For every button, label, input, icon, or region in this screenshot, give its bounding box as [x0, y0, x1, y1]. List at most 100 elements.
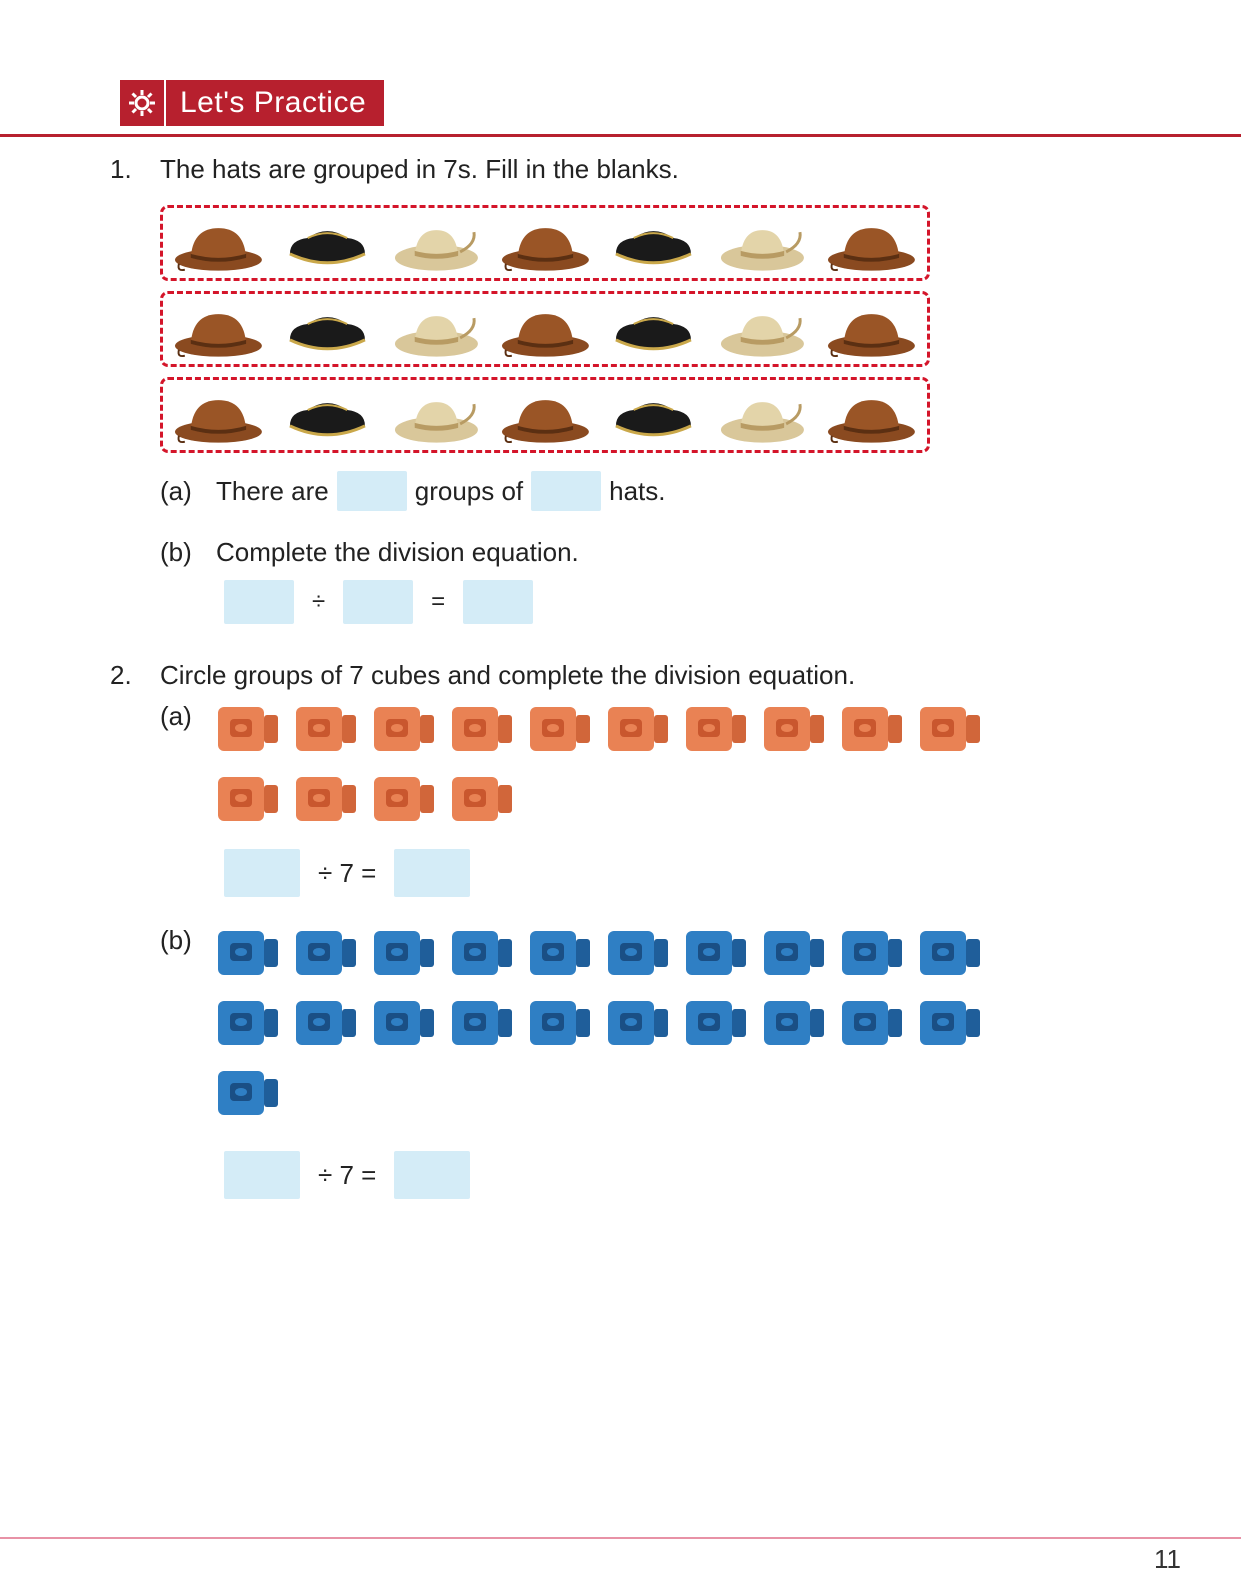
text: groups of — [415, 476, 523, 507]
hat-row — [160, 291, 930, 367]
tricorn-hat-icon — [282, 300, 373, 358]
question-prompt: Circle groups of 7 cubes and complete th… — [160, 660, 1131, 691]
q1b-equation: ÷ = — [216, 580, 1131, 624]
blue-cube-icon — [840, 995, 904, 1051]
tricorn-hat-icon — [608, 386, 699, 444]
orange-cube-icon — [762, 701, 826, 757]
blue-cube-icon — [450, 995, 514, 1051]
blank-input[interactable] — [337, 471, 407, 511]
q2-part-a: (a) ÷ 7 = — [160, 701, 1131, 897]
tricorn-hat-icon — [608, 214, 699, 272]
cowboy-hat-icon — [173, 214, 264, 272]
blank-input[interactable] — [224, 580, 294, 624]
safari-hat-icon — [391, 386, 482, 444]
blank-input[interactable] — [224, 849, 300, 897]
orange-cube-icon — [294, 701, 358, 757]
blank-input[interactable] — [224, 1151, 300, 1199]
blue-cube-icon — [528, 995, 592, 1051]
orange-cube-icon — [372, 701, 436, 757]
safari-hat-icon — [717, 386, 808, 444]
header-rule — [0, 134, 1241, 137]
blue-cube-icon — [372, 995, 436, 1051]
safari-hat-icon — [717, 300, 808, 358]
cowboy-hat-icon — [826, 214, 917, 272]
orange-cube-icon — [684, 701, 748, 757]
cowboy-hat-icon — [500, 300, 591, 358]
q2-part-b: (b) ÷ 7 = — [160, 925, 1131, 1199]
safari-hat-icon — [391, 214, 482, 272]
blue-cube-icon — [918, 925, 982, 981]
header-badge: Let's Practice — [120, 80, 384, 126]
cowboy-hat-icon — [826, 386, 917, 444]
blue-cube-icon — [528, 925, 592, 981]
blank-input[interactable] — [394, 1151, 470, 1199]
cowboy-hat-icon — [173, 300, 264, 358]
orange-cube-icon — [450, 701, 514, 757]
cowboy-hat-icon — [826, 300, 917, 358]
hat-groups — [160, 205, 1131, 453]
blue-cube-icon — [294, 995, 358, 1051]
q2b-equation: ÷ 7 = — [216, 1151, 1131, 1199]
orange-cube-icon — [450, 771, 514, 827]
part-label: (a) — [160, 476, 216, 507]
q1-part-b: (b) Complete the division equation. — [160, 537, 1131, 568]
orange-cube-icon — [216, 771, 280, 827]
blue-cube-icon — [216, 1065, 280, 1121]
text: There are — [216, 476, 329, 507]
orange-cube-icon — [606, 701, 670, 757]
tricorn-hat-icon — [282, 214, 373, 272]
part-label: (b) — [160, 925, 216, 1199]
blue-cube-icon — [606, 925, 670, 981]
blue-cube-icon — [684, 925, 748, 981]
question-number: 1. — [110, 154, 160, 624]
question-prompt: The hats are grouped in 7s. Fill in the … — [160, 154, 1131, 185]
orange-cube-icon — [216, 701, 280, 757]
blue-cube-icon — [450, 925, 514, 981]
blue-cube-icon — [762, 925, 826, 981]
cube-grid-a — [216, 701, 1036, 827]
tricorn-hat-icon — [608, 300, 699, 358]
question-2: 2. Circle groups of 7 cubes and complete… — [110, 660, 1131, 1199]
text: hats. — [609, 476, 665, 507]
worksheet-page: Let's Practice 1. The hats are grouped i… — [0, 0, 1241, 1595]
question-1: 1. The hats are grouped in 7s. Fill in t… — [110, 154, 1131, 624]
orange-cube-icon — [294, 771, 358, 827]
blank-input[interactable] — [531, 471, 601, 511]
safari-hat-icon — [391, 300, 482, 358]
orange-cube-icon — [918, 701, 982, 757]
blue-cube-icon — [294, 925, 358, 981]
blue-cube-icon — [762, 995, 826, 1051]
q2a-equation: ÷ 7 = — [216, 849, 1131, 897]
hat-row — [160, 205, 930, 281]
blue-cube-icon — [918, 995, 982, 1051]
cowboy-hat-icon — [173, 386, 264, 444]
part-label: (a) — [160, 701, 216, 897]
safari-hat-icon — [717, 214, 808, 272]
blank-input[interactable] — [394, 849, 470, 897]
cube-grid-b — [216, 925, 1036, 1121]
q1-part-a: (a) There are groups of hats. — [160, 471, 1131, 511]
question-number: 2. — [110, 660, 160, 1199]
header-title: Let's Practice — [166, 86, 366, 120]
blue-cube-icon — [840, 925, 904, 981]
gear-icon — [120, 80, 166, 126]
tricorn-hat-icon — [282, 386, 373, 444]
hat-row — [160, 377, 930, 453]
blue-cube-icon — [684, 995, 748, 1051]
orange-cube-icon — [840, 701, 904, 757]
blank-input[interactable] — [343, 580, 413, 624]
page-number: 11 — [1154, 1544, 1181, 1575]
cowboy-hat-icon — [500, 386, 591, 444]
blank-input[interactable] — [463, 580, 533, 624]
equals-op: = — [431, 588, 445, 616]
blue-cube-icon — [216, 995, 280, 1051]
equation-mid: ÷ 7 = — [318, 858, 376, 889]
divide-op: ÷ — [312, 588, 325, 616]
text: Complete the division equation. — [216, 537, 579, 568]
orange-cube-icon — [372, 771, 436, 827]
footer-rule — [0, 1537, 1241, 1539]
cowboy-hat-icon — [500, 214, 591, 272]
blue-cube-icon — [216, 925, 280, 981]
blue-cube-icon — [372, 925, 436, 981]
blue-cube-icon — [606, 995, 670, 1051]
